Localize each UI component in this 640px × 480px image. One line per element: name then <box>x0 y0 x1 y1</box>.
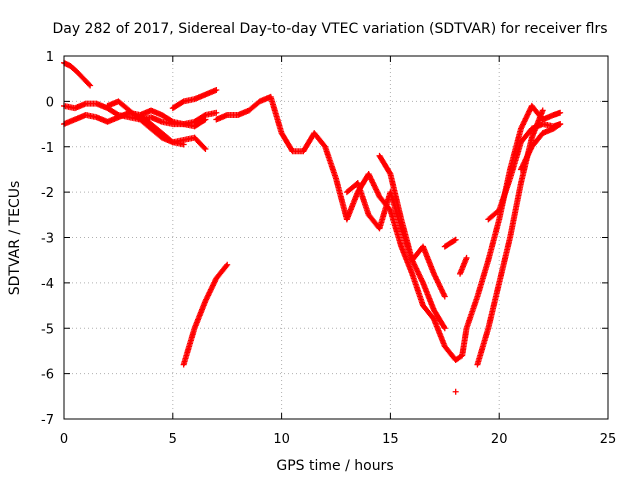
x-tick-label: 25 <box>600 432 617 447</box>
series-t6 <box>169 87 220 112</box>
y-axis-label: SDTVAR / TECUs <box>7 181 23 296</box>
plot-frame <box>63 55 609 420</box>
x-axis-ticks: 0 5 10 15 20 25 <box>60 56 616 447</box>
x-tick-label: 20 <box>491 432 508 447</box>
x-tick-label: 0 <box>60 432 68 447</box>
series-t13 <box>452 388 459 395</box>
series-t15 <box>485 121 564 223</box>
series-t5 <box>137 111 187 148</box>
x-tick-label: 5 <box>169 432 177 447</box>
grid-lines <box>64 56 608 419</box>
x-tick-label: 15 <box>382 432 399 447</box>
data-point-markers <box>137 111 187 148</box>
series-t8 <box>213 93 564 364</box>
series-t11 <box>441 236 459 250</box>
y-tick-label: -4 <box>41 277 54 292</box>
data-point-markers <box>169 87 220 112</box>
data-point-markers <box>452 388 459 395</box>
y-axis-ticks: 1 0 -1 -2 -3 -4 -5 -6 -7 <box>41 50 608 428</box>
series-t16 <box>517 121 564 173</box>
y-tick-label: -7 <box>41 413 54 428</box>
data-point-markers <box>213 93 564 364</box>
data-point-markers <box>517 121 564 173</box>
x-axis-label: GPS time / hours <box>276 458 393 474</box>
x-tick-label: 10 <box>273 432 290 447</box>
data-point-markers <box>61 59 94 89</box>
data-point-markers <box>376 152 448 300</box>
y-tick-label: -1 <box>41 141 54 156</box>
chart-title: Day 282 of 2017, Sidereal Day-to-day VTE… <box>52 21 607 37</box>
y-tick-label: -2 <box>41 186 54 201</box>
data-point-markers <box>474 107 546 368</box>
series-t7 <box>180 261 231 368</box>
series-t10 <box>376 152 448 300</box>
data-point-markers <box>180 261 231 368</box>
data-point-markers <box>441 236 459 250</box>
data-point-markers <box>485 121 564 223</box>
y-tick-label: -6 <box>41 368 54 383</box>
y-tick-label: -3 <box>41 232 54 247</box>
y-tick-label: 0 <box>46 95 54 110</box>
series-t14 <box>474 107 546 368</box>
data-points <box>61 59 564 395</box>
data-point-markers <box>457 254 470 277</box>
series-t1 <box>61 59 94 89</box>
y-tick-label: -5 <box>41 322 54 337</box>
series-t12 <box>457 254 470 277</box>
y-tick-label: 1 <box>46 50 54 65</box>
